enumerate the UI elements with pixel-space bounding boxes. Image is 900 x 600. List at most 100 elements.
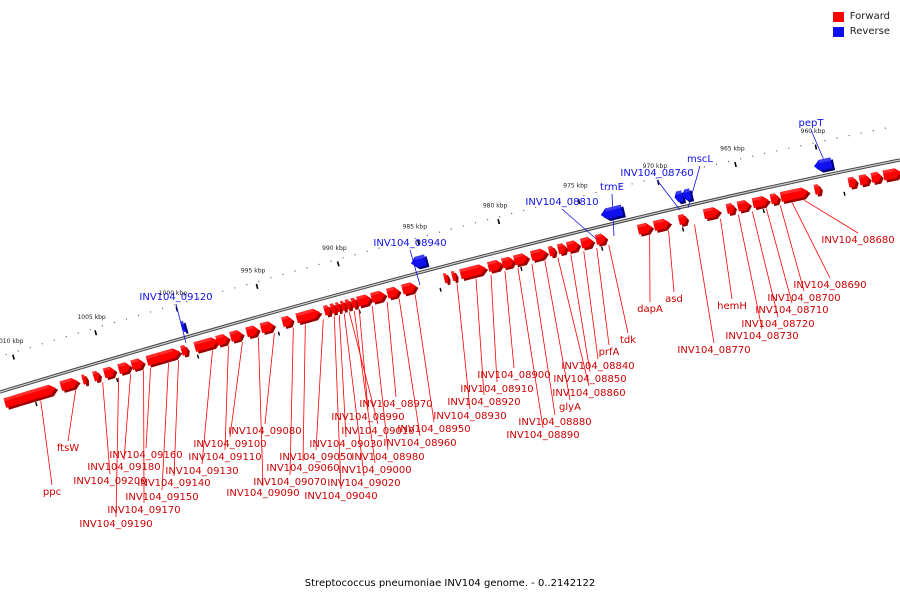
tick-label: 985 kbp bbox=[403, 223, 428, 230]
forward-gene-9[interactable] bbox=[145, 346, 184, 368]
forward-gene-28[interactable] bbox=[442, 272, 452, 286]
forward-gene-52[interactable] bbox=[870, 171, 885, 186]
forward-gene-24[interactable] bbox=[356, 293, 375, 309]
forward-gene-11[interactable] bbox=[193, 335, 221, 354]
forward-gene-4[interactable] bbox=[81, 373, 90, 387]
reverse-swatch bbox=[832, 26, 844, 37]
forward-gene-14[interactable] bbox=[245, 324, 262, 340]
forward-gene-38[interactable] bbox=[579, 235, 597, 251]
forward-gene-35[interactable] bbox=[547, 245, 559, 259]
forward-gene-32[interactable] bbox=[500, 255, 518, 271]
forward-gene-25[interactable] bbox=[370, 289, 389, 305]
leader-hemh bbox=[720, 218, 733, 300]
forward-gene-15[interactable] bbox=[259, 319, 278, 336]
reverse-gene-5[interactable] bbox=[681, 188, 695, 203]
tick-mark bbox=[577, 198, 581, 204]
forward-gene-36[interactable] bbox=[556, 242, 570, 257]
forward-gene-42[interactable] bbox=[677, 213, 691, 227]
scale-dot bbox=[824, 139, 826, 142]
forward-gene-29[interactable] bbox=[450, 270, 460, 284]
forward-gene-49[interactable] bbox=[813, 183, 824, 197]
forward-gene-43[interactable] bbox=[702, 205, 723, 222]
label-inv104-09020: INV104_09020 bbox=[327, 478, 400, 489]
label-trme: trmE bbox=[600, 182, 624, 193]
reverse-gene-6[interactable] bbox=[813, 157, 836, 174]
gene-features[interactable] bbox=[3, 157, 900, 410]
forward-gene-31[interactable] bbox=[486, 258, 506, 274]
forward-gene-45[interactable] bbox=[736, 199, 753, 214]
forward-gene-44[interactable] bbox=[725, 202, 739, 216]
reverse-gene-2[interactable] bbox=[410, 254, 430, 271]
forward-gene-8[interactable] bbox=[130, 357, 147, 373]
leader-inv104-09070 bbox=[289, 327, 294, 476]
tick-label: 980 kbp bbox=[483, 203, 508, 210]
forward-gene-50[interactable] bbox=[847, 176, 859, 190]
leader-inv104-09190 bbox=[115, 377, 120, 518]
forward-gene-46[interactable] bbox=[751, 194, 772, 211]
label-inv104-08680: INV104_08680 bbox=[821, 235, 894, 246]
scale-dot bbox=[691, 169, 694, 171]
forward-swatch bbox=[832, 11, 844, 22]
label-inv104-09160: INV104_09160 bbox=[109, 450, 182, 461]
forward-gene-39[interactable] bbox=[594, 232, 610, 247]
forward-gene-47[interactable] bbox=[769, 192, 782, 207]
forward-gene-12[interactable] bbox=[215, 332, 232, 348]
forward-gene-5[interactable] bbox=[92, 370, 103, 384]
scale-dot bbox=[535, 206, 537, 209]
reverse-gene-1[interactable] bbox=[180, 320, 189, 334]
forward-gene-13[interactable] bbox=[229, 328, 246, 344]
forward-gene-34[interactable] bbox=[529, 247, 551, 264]
leader-inv104-08880 bbox=[531, 264, 556, 416]
reverse-gene-3[interactable] bbox=[599, 204, 626, 223]
forward-gene-53[interactable] bbox=[882, 167, 900, 183]
scale-dot bbox=[306, 267, 308, 269]
label-inv104-09180: INV104_09180 bbox=[87, 462, 160, 473]
leader-inv104-08930 bbox=[456, 283, 471, 410]
forward-gene-33[interactable] bbox=[512, 252, 532, 268]
forward-gene-16[interactable] bbox=[281, 314, 296, 330]
forward-gene-22[interactable] bbox=[344, 298, 354, 312]
scale-dot bbox=[161, 307, 164, 310]
forward-gene-51[interactable] bbox=[858, 173, 873, 188]
label-inv104-08700: INV104_08700 bbox=[767, 293, 840, 304]
forward-gene-41[interactable] bbox=[652, 217, 673, 233]
forward-gene-27[interactable] bbox=[401, 281, 420, 297]
scale-dot bbox=[29, 346, 31, 349]
label-inv104-09070: INV104_09070 bbox=[253, 477, 326, 488]
scale-dot bbox=[41, 343, 43, 345]
leader-inv104-08970 bbox=[386, 301, 397, 398]
forward-gene-10[interactable] bbox=[180, 344, 191, 358]
scale-dot bbox=[426, 234, 428, 237]
label-inv104-08690: INV104_08690 bbox=[793, 280, 866, 291]
forward-gene-40[interactable] bbox=[636, 221, 655, 237]
forward-gene-23[interactable] bbox=[350, 297, 360, 311]
scale-dot bbox=[776, 150, 778, 152]
forward-gene-37[interactable] bbox=[565, 239, 583, 254]
label-inv104-08810: INV104_08810 bbox=[525, 197, 598, 208]
label-inv104-09060: INV104_09060 bbox=[266, 463, 339, 474]
forward-gene-30[interactable] bbox=[459, 262, 489, 282]
forward-gene-48[interactable] bbox=[779, 186, 812, 205]
leader-inv104-09100 bbox=[229, 341, 243, 438]
leader-inv104-08690 bbox=[791, 202, 831, 279]
forward-gene-18[interactable] bbox=[322, 304, 334, 318]
minor-tick bbox=[115, 377, 119, 383]
forward-gene-17[interactable] bbox=[295, 307, 323, 326]
forward-gene-2[interactable] bbox=[13, 383, 60, 408]
legend-reverse-label: Reverse bbox=[849, 26, 890, 37]
leader-inv104-08770 bbox=[694, 224, 715, 344]
scale-dot bbox=[185, 300, 188, 303]
scale-ticks: 960 kbp 965 kbp 970 kbp 975 kbp 980 kbp 985 k… bbox=[0, 127, 887, 407]
leader-inv104-09060 bbox=[302, 324, 306, 462]
label-inv104-09080: INV104_09080 bbox=[228, 426, 301, 437]
forward-gene-3[interactable] bbox=[59, 376, 82, 394]
forward-gene-7[interactable] bbox=[117, 360, 134, 376]
forward-gene-26[interactable] bbox=[386, 285, 403, 301]
scale-dot bbox=[270, 277, 272, 279]
leader-inv104-08950 bbox=[414, 294, 435, 423]
tick-mark bbox=[255, 283, 259, 290]
forward-gene-6[interactable] bbox=[102, 365, 119, 381]
tick-mark bbox=[497, 218, 501, 225]
leader-inv104-08810 bbox=[561, 208, 603, 245]
label-inv104-09130: INV104_09130 bbox=[165, 466, 238, 477]
